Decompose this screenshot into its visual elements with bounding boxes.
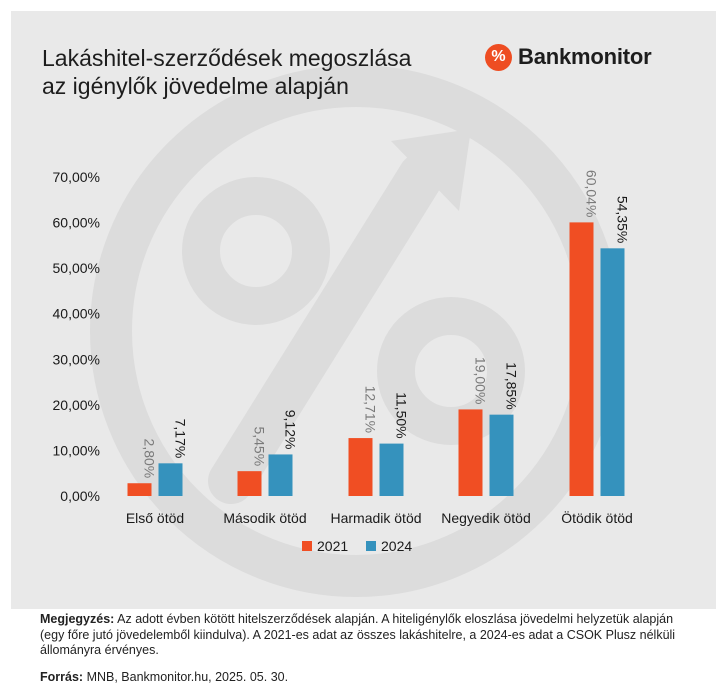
data-label-2021: 19,00% <box>473 357 489 404</box>
note-label: Megjegyzés: <box>40 612 115 626</box>
legend-swatch-2024 <box>366 541 376 551</box>
bar-2021 <box>348 438 373 496</box>
chart-card: Lakáshitel-szerződések megoszlása az igé… <box>11 11 716 609</box>
y-tick-label: 30,00% <box>53 351 100 367</box>
bankmonitor-logo: % Bankmonitor <box>485 41 652 73</box>
y-tick-label: 50,00% <box>53 260 100 276</box>
category-label: Ötödik ötöd <box>561 509 633 526</box>
category-label: Első ötöd <box>126 510 184 526</box>
category-label: Második ötöd <box>223 510 306 526</box>
source-label: Forrás: <box>40 670 84 684</box>
data-label-2021: 60,04% <box>584 170 600 217</box>
legend-label-2024: 2024 <box>381 538 412 554</box>
bar-2024 <box>268 454 293 496</box>
bar-2024 <box>379 443 404 496</box>
note: Megjegyzés: Az adott évben kötött hitels… <box>40 612 700 659</box>
legend-label-2021: 2021 <box>317 538 348 554</box>
data-label-2024: 9,12% <box>283 410 299 450</box>
y-tick-label: 40,00% <box>53 306 100 322</box>
y-tick-label: 0,00% <box>60 488 100 504</box>
data-label-2024: 7,17% <box>173 419 189 459</box>
y-tick-label: 60,00% <box>53 215 100 231</box>
bar-2024 <box>158 463 183 496</box>
y-tick-label: 70,00% <box>53 169 100 185</box>
data-label-2021: 12,71% <box>363 386 379 433</box>
bar-2021 <box>458 409 483 496</box>
data-label-2024: 17,85% <box>504 362 520 409</box>
data-label-2021: 5,45% <box>252 426 268 466</box>
bar-chart: 0,00% 10,00% 20,00% 30,00% 40,00% 50,00% 60,00… <box>53 169 633 554</box>
category-label: Negyedik ötöd <box>441 510 531 526</box>
data-label-2021: 2,80% <box>142 439 158 479</box>
y-tick-label: 10,00% <box>53 442 100 458</box>
logo-text: Bankmonitor <box>518 44 652 69</box>
bar-2021 <box>569 222 594 496</box>
data-label-2024: 54,35% <box>615 196 631 243</box>
bar-2024 <box>489 414 514 496</box>
title-line-2: az igénylők jövedelme alapján <box>42 73 349 99</box>
title-line-1: Lakáshitel-szerződések megoszlása <box>42 45 412 71</box>
chart-title: Lakáshitel-szerződések megoszlása az igé… <box>42 44 482 100</box>
category-label: Harmadik ötöd <box>330 510 421 526</box>
bar-2024 <box>600 248 625 496</box>
y-tick-label: 20,00% <box>53 397 100 413</box>
bar-2021 <box>237 471 262 496</box>
legend-swatch-2021 <box>302 541 312 551</box>
source: Forrás: MNB, Bankmonitor.hu, 2025. 05. 3… <box>40 670 288 685</box>
data-label-2024: 11,50% <box>394 392 410 438</box>
percent-icon: % <box>485 43 512 71</box>
source-text: MNB, Bankmonitor.hu, 2025. 05. 30. <box>86 670 289 684</box>
note-text: Az adott évben kötött hitelszerződések a… <box>40 612 676 657</box>
bar-2021 <box>127 483 152 496</box>
